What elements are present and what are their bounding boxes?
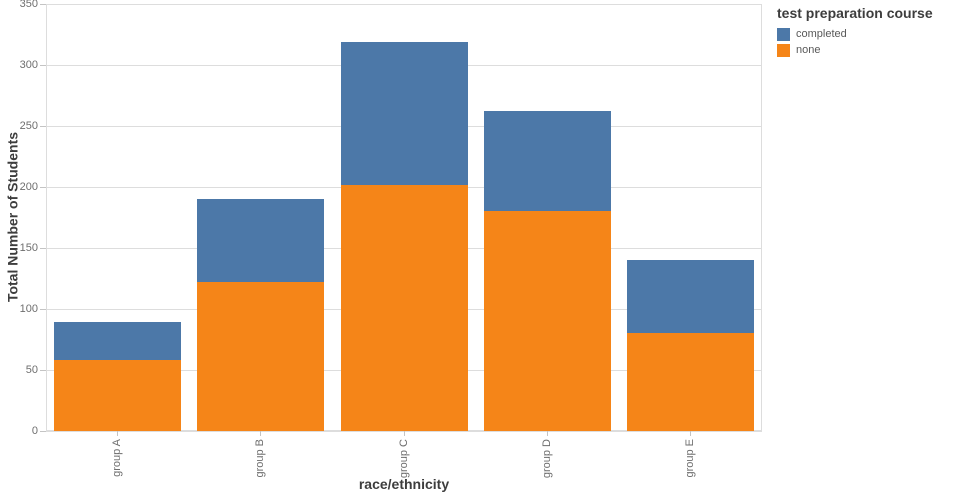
bar-segment-none: [340, 184, 468, 431]
legend-item-completed: completed: [777, 28, 933, 41]
y-axis-tick: [40, 186, 46, 188]
y-axis-tick: [40, 308, 46, 310]
y-tick-label: 150: [19, 242, 38, 254]
legend-label: none: [796, 44, 821, 56]
y-axis-title: Total Number of Students: [4, 131, 20, 302]
y-axis-tick: [40, 430, 46, 432]
x-axis-tick: [117, 431, 119, 436]
y-tick-label: 300: [19, 59, 38, 71]
bar-segment-completed: [626, 260, 754, 334]
legend: test preparation course completed none: [777, 5, 933, 60]
y-tick-label: 200: [19, 181, 38, 193]
x-tick-label: group C: [397, 439, 410, 479]
y-axis-tick: [40, 247, 46, 249]
x-axis-tick: [260, 431, 262, 436]
bar-segment-completed: [483, 111, 611, 212]
y-axis-tick: [40, 369, 46, 371]
x-tick-label: group B: [254, 439, 267, 478]
y-tick-label: 250: [19, 120, 38, 132]
legend-swatch-icon: [777, 44, 790, 57]
y-tick-label: 0: [31, 425, 38, 437]
bar-segment-completed: [197, 199, 325, 283]
y-axis-tick: [40, 3, 46, 5]
x-axis-tick: [546, 431, 548, 436]
legend-items: completed none: [777, 28, 933, 57]
legend-title: test preparation course: [777, 5, 933, 21]
y-tick-label: 100: [19, 303, 38, 315]
bar-segment-none: [197, 282, 325, 431]
bar-segment-completed: [54, 322, 182, 361]
legend-label: completed: [796, 28, 847, 40]
legend-swatch-icon: [777, 28, 790, 41]
y-tick-label: 350: [19, 0, 38, 10]
bar-segment-completed: [340, 41, 468, 185]
x-tick-label: group E: [683, 439, 696, 478]
bar-segment-none: [54, 360, 182, 431]
bar-segment-none: [483, 211, 611, 431]
y-tick-label: 50: [25, 364, 38, 376]
x-axis-title: race/ethnicity: [358, 476, 450, 492]
x-axis-tick: [689, 431, 691, 436]
y-axis-tick: [40, 64, 46, 66]
bar-segment-none: [626, 333, 754, 431]
x-axis-tick: [403, 431, 405, 436]
legend-item-none: none: [777, 44, 933, 57]
y-axis-tick: [40, 125, 46, 127]
x-tick-label: group A: [111, 439, 124, 477]
x-tick-label: group D: [540, 439, 553, 479]
